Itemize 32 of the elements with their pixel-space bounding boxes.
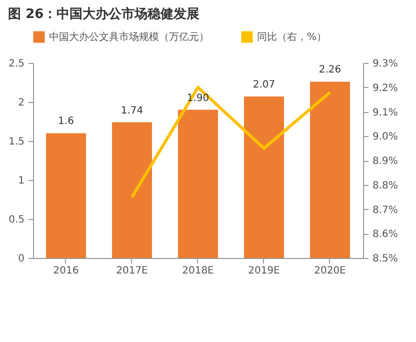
y2-tick-label: 9.0% <box>372 132 398 143</box>
y-tick-label: 0.5 <box>8 214 24 226</box>
bar <box>112 122 152 258</box>
y2-tick-label: 9.3% <box>372 58 398 70</box>
data-label: 1.74 <box>120 105 144 116</box>
legend-label: 中国大办公文具市场规模（万亿元） <box>49 31 209 43</box>
y2-tick-label: 8.6% <box>372 229 398 240</box>
data-label: 2.26 <box>318 64 342 76</box>
x-tick-label: 2018E <box>182 266 214 276</box>
y2-tick-label: 8.5% <box>372 254 398 264</box>
legend-label: 同比（右，%） <box>257 31 327 43</box>
y-tick-label: 1.5 <box>8 136 24 148</box>
bar <box>178 110 218 258</box>
y2-tick-label: 9.1% <box>372 107 398 118</box>
bar <box>310 82 350 258</box>
chart-title: 图 26：中国大办公市场稳健发展 <box>8 6 200 22</box>
x-tick-label: 2016 <box>53 266 79 276</box>
x-tick-label: 2020E <box>314 266 346 276</box>
y2-tick-label: 9.2% <box>372 82 398 94</box>
y-tick-label: 1 <box>18 176 24 186</box>
x-tick-label: 2019E <box>248 266 280 276</box>
bar <box>46 133 86 258</box>
data-label: 1.6 <box>58 116 74 128</box>
bar <box>244 96 284 258</box>
data-label: 2.07 <box>252 80 276 91</box>
y2-tick-label: 8.8% <box>372 180 398 192</box>
y2-tick-label: 8.9% <box>372 156 398 167</box>
y-tick-label: 2 <box>18 98 24 108</box>
y-tick-label: 2.5 <box>8 58 24 70</box>
x-tick-label: 2017E <box>116 266 148 276</box>
y-tick-label: 0 <box>18 254 24 264</box>
y2-tick-label: 8.7% <box>372 204 398 216</box>
